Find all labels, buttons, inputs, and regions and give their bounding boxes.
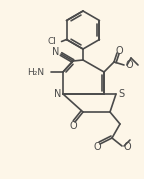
Text: N: N [54, 89, 61, 99]
Text: O: O [69, 121, 77, 131]
Text: Cl: Cl [48, 37, 57, 46]
Text: S: S [118, 89, 124, 99]
Text: H₂N: H₂N [27, 67, 44, 76]
Text: O: O [93, 142, 101, 152]
Text: O: O [124, 142, 132, 152]
Text: O: O [115, 46, 123, 56]
Text: N: N [52, 47, 60, 57]
Text: O: O [126, 60, 134, 70]
